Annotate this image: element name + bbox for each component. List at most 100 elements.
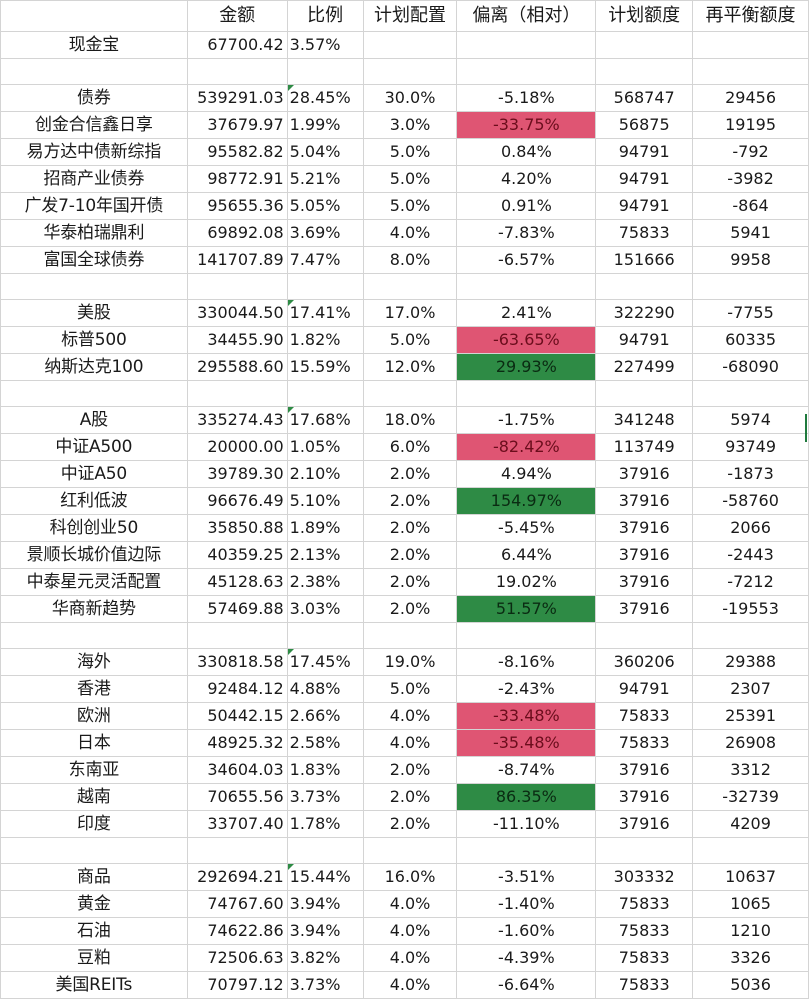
plan-cell[interactable]: 4.0% [362, 219, 458, 247]
amount-cell[interactable]: 34455.90 [186, 326, 288, 354]
row-label-cell[interactable]: 欧洲 [0, 702, 188, 730]
row-label-cell[interactable]: 招商产业债券 [0, 165, 188, 193]
ratio-cell[interactable]: 3.73% [286, 971, 364, 999]
empty-cell[interactable] [362, 837, 458, 864]
amount-cell[interactable]: 50442.15 [186, 702, 288, 730]
rebalance-cell[interactable]: -19553 [692, 595, 809, 623]
amount-cell[interactable]: 96676.49 [186, 487, 288, 515]
ratio-cell[interactable]: 3.73% [286, 783, 364, 811]
planAmt-cell[interactable]: 303332 [595, 863, 694, 891]
row-label-cell[interactable]: 红利低波 [0, 487, 188, 515]
empty-cell[interactable] [186, 273, 288, 300]
amount-cell[interactable]: 39789.30 [186, 460, 288, 488]
amount-cell[interactable]: 72506.63 [186, 944, 288, 972]
ratio-cell[interactable]: 1.99% [286, 111, 364, 139]
plan-cell[interactable]: 5.0% [362, 138, 458, 166]
rebalance-cell[interactable]: 1210 [692, 917, 809, 945]
row-label-cell[interactable]: 科创创业50 [0, 514, 188, 542]
row-label-cell[interactable]: 豆粕 [0, 944, 188, 972]
rebalance-cell[interactable]: 1065 [692, 890, 809, 918]
planAmt-cell[interactable]: 360206 [595, 648, 694, 676]
ratio-cell[interactable]: 7.47% [286, 246, 364, 274]
empty-cell[interactable] [186, 380, 288, 407]
planAmt-cell[interactable]: 37916 [595, 460, 694, 488]
row-label-cell[interactable]: 东南亚 [0, 756, 188, 784]
rebalance-cell[interactable]: -1873 [692, 460, 809, 488]
deviation-cell[interactable]: -7.83% [456, 219, 597, 247]
ratio-cell[interactable]: 15.44% [286, 863, 364, 891]
empty-cell[interactable] [0, 622, 188, 649]
ratio-cell[interactable]: 28.45% [286, 84, 364, 112]
empty-cell[interactable] [692, 380, 809, 407]
deviation-cell[interactable]: 51.57% [456, 595, 597, 623]
ratio-cell[interactable]: 3.03% [286, 595, 364, 623]
amount-cell[interactable]: 69892.08 [186, 219, 288, 247]
planAmt-cell[interactable]: 94791 [595, 138, 694, 166]
deviation-cell[interactable]: -6.64% [456, 971, 597, 999]
empty-cell[interactable] [595, 273, 694, 300]
deviation-cell[interactable]: -1.40% [456, 890, 597, 918]
row-label-cell[interactable]: 标普500 [0, 326, 188, 354]
plan-cell[interactable]: 4.0% [362, 890, 458, 918]
planAmt-cell[interactable]: 37916 [595, 783, 694, 811]
amount-cell[interactable]: 34604.03 [186, 756, 288, 784]
deviation-cell[interactable]: -4.39% [456, 944, 597, 972]
deviation-cell[interactable]: 0.91% [456, 192, 597, 220]
empty-cell[interactable] [456, 837, 597, 864]
empty-cell[interactable] [186, 622, 288, 649]
empty-cell[interactable] [286, 837, 364, 864]
row-label-cell[interactable]: 海外 [0, 648, 188, 676]
amount-cell[interactable]: 295588.60 [186, 353, 288, 381]
plan-cell[interactable]: 17.0% [362, 299, 458, 327]
rebalance-cell[interactable]: 2307 [692, 675, 809, 703]
planAmt-cell[interactable]: 37916 [595, 595, 694, 623]
rebalance-cell[interactable]: -7755 [692, 299, 809, 327]
row-label-cell[interactable]: 纳斯达克100 [0, 353, 188, 381]
deviation-cell[interactable] [456, 31, 597, 59]
amount-cell[interactable]: 335274.43 [186, 406, 288, 434]
row-label-cell[interactable]: 石油 [0, 917, 188, 945]
rebalance-cell[interactable]: -2443 [692, 541, 809, 569]
row-label-cell[interactable]: 易方达中债新综指 [0, 138, 188, 166]
empty-cell[interactable] [362, 380, 458, 407]
empty-cell[interactable] [286, 622, 364, 649]
ratio-cell[interactable]: 5.04% [286, 138, 364, 166]
ratio-cell[interactable]: 2.38% [286, 568, 364, 596]
ratio-cell[interactable]: 3.57% [286, 31, 364, 59]
ratio-cell[interactable]: 3.82% [286, 944, 364, 972]
rebalance-cell[interactable]: -32739 [692, 783, 809, 811]
plan-cell[interactable]: 2.0% [362, 487, 458, 515]
amount-cell[interactable]: 92484.12 [186, 675, 288, 703]
empty-cell[interactable] [362, 273, 458, 300]
plan-cell[interactable]: 5.0% [362, 192, 458, 220]
deviation-cell[interactable]: 0.84% [456, 138, 597, 166]
deviation-cell[interactable]: 86.35% [456, 783, 597, 811]
deviation-cell[interactable]: -6.57% [456, 246, 597, 274]
planAmt-cell[interactable]: 94791 [595, 192, 694, 220]
deviation-cell[interactable]: -1.60% [456, 917, 597, 945]
rebalance-cell[interactable]: -864 [692, 192, 809, 220]
planAmt-cell[interactable]: 37916 [595, 756, 694, 784]
empty-cell[interactable] [286, 273, 364, 300]
empty-cell[interactable] [286, 58, 364, 85]
empty-cell[interactable] [0, 273, 188, 300]
deviation-cell[interactable]: -3.51% [456, 863, 597, 891]
planAmt-cell[interactable]: 94791 [595, 675, 694, 703]
planAmt-cell[interactable]: 37916 [595, 541, 694, 569]
rebalance-cell[interactable]: 5974 [692, 406, 809, 434]
header-cell[interactable]: 比例 [286, 0, 364, 32]
amount-cell[interactable]: 74622.86 [186, 917, 288, 945]
deviation-cell[interactable]: -1.75% [456, 406, 597, 434]
row-label-cell[interactable]: 美国REITs [0, 971, 188, 999]
ratio-cell[interactable]: 15.59% [286, 353, 364, 381]
deviation-cell[interactable]: -35.48% [456, 729, 597, 757]
amount-cell[interactable]: 67700.42 [186, 31, 288, 59]
empty-cell[interactable] [0, 837, 188, 864]
planAmt-cell[interactable]: 151666 [595, 246, 694, 274]
empty-cell[interactable] [692, 837, 809, 864]
row-label-cell[interactable]: 越南 [0, 783, 188, 811]
row-label-cell[interactable]: A股 [0, 406, 188, 434]
amount-cell[interactable]: 35850.88 [186, 514, 288, 542]
planAmt-cell[interactable]: 37916 [595, 487, 694, 515]
deviation-cell[interactable]: 29.93% [456, 353, 597, 381]
